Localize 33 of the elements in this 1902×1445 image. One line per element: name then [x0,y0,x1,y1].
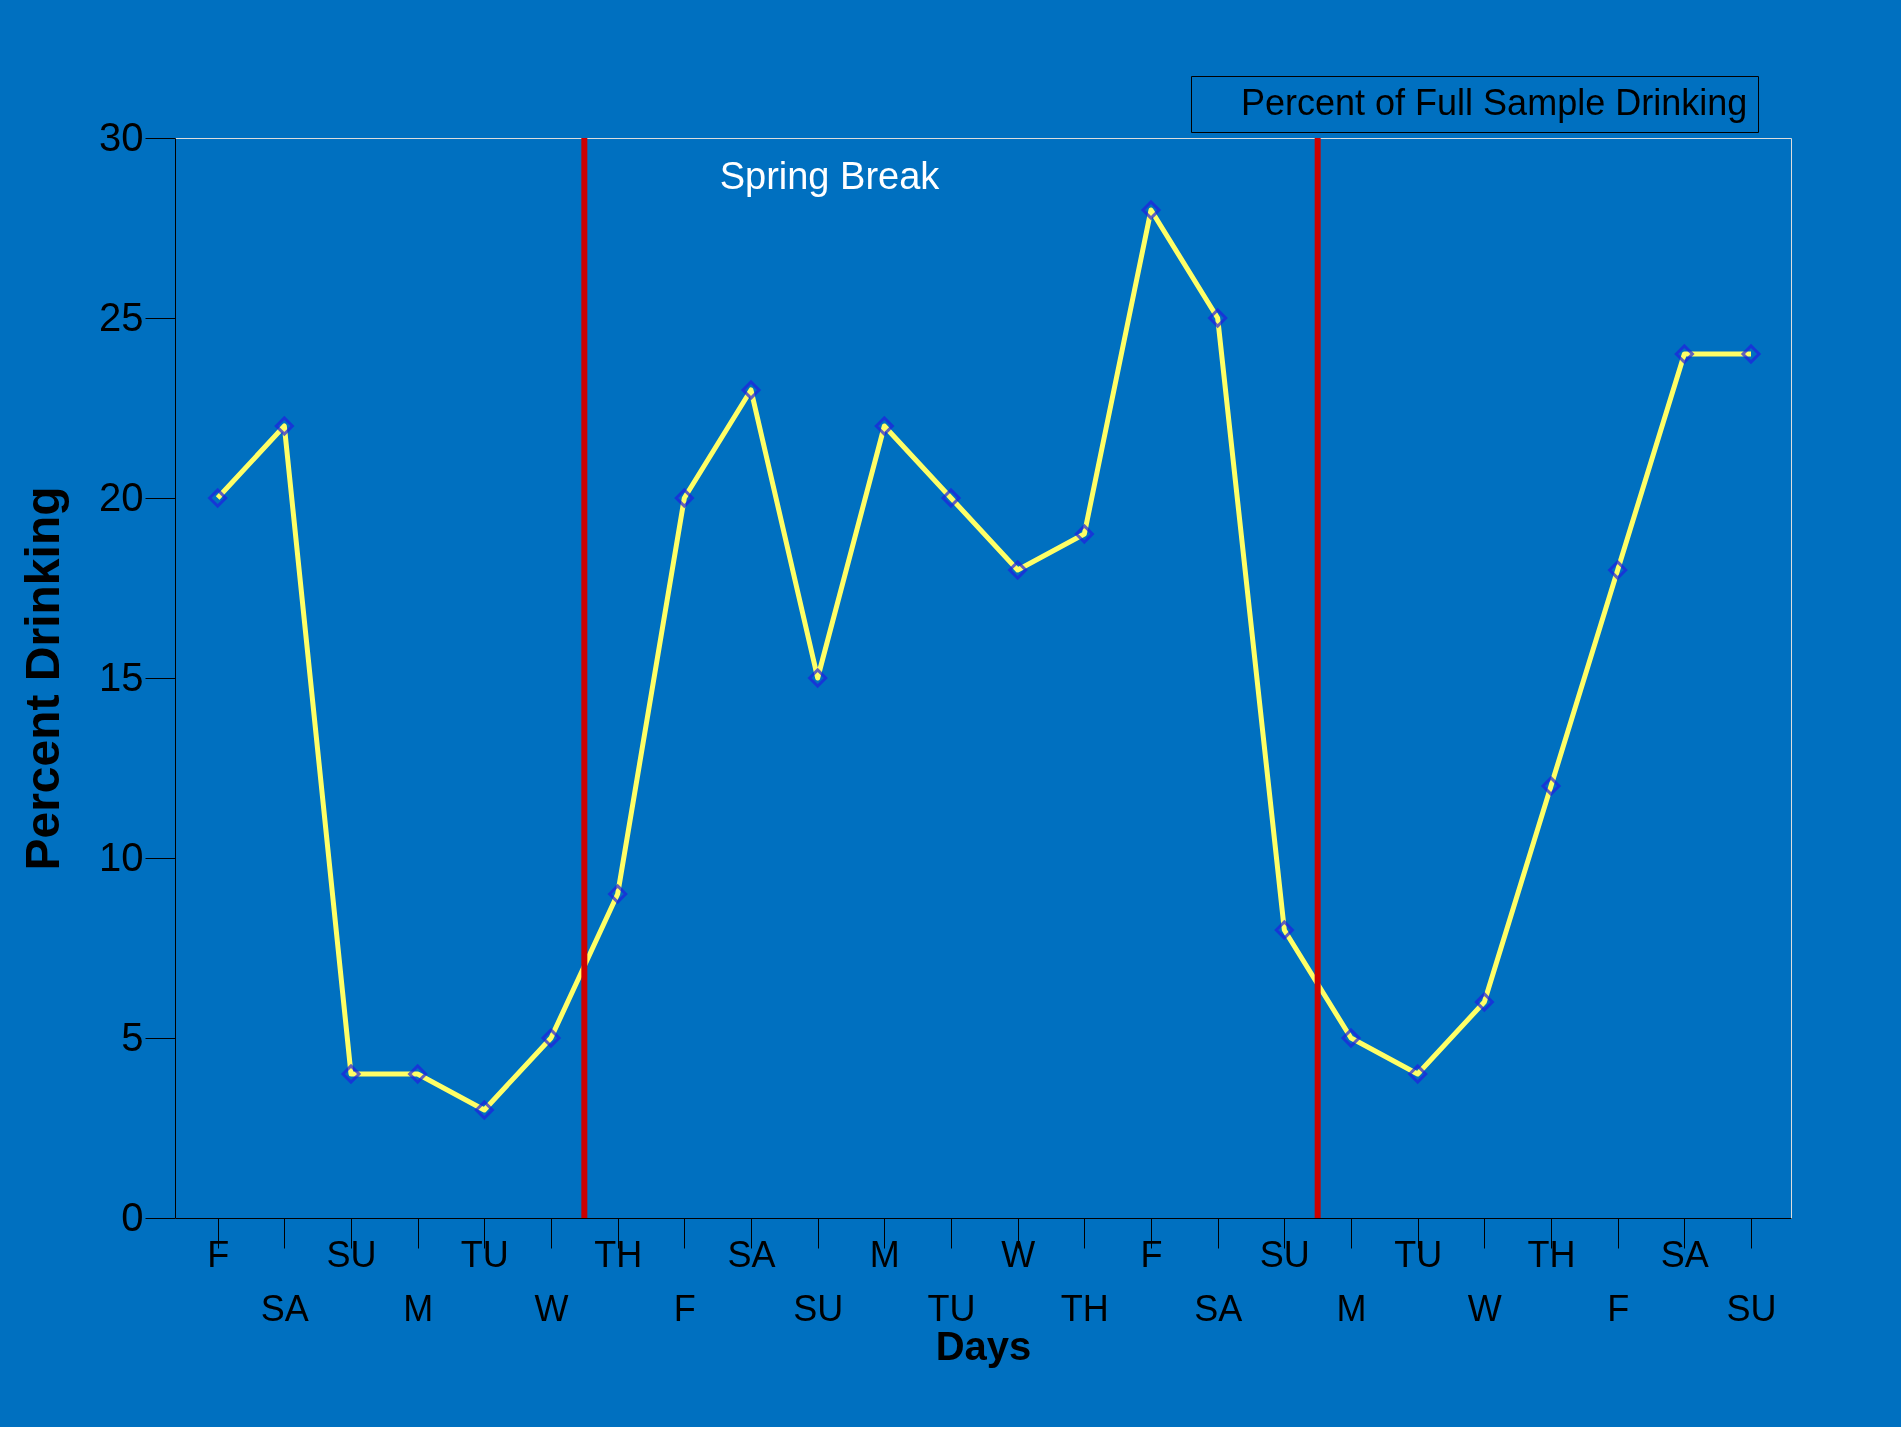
x-tick-label: F [673,1287,696,1329]
x-tick-label: SA [727,1233,776,1275]
x-tick-label: F [1140,1233,1163,1275]
x-tick-label: W [534,1287,569,1329]
x-tick-label: SA [1660,1233,1709,1275]
x-tick-label: W [1001,1233,1036,1275]
y-tick-label: 10 [99,834,144,879]
x-tick-label: F [1607,1287,1630,1329]
x-tick-label: TU [460,1233,509,1275]
y-axis-title: Percent Drinking [16,486,70,871]
x-tick-label: W [1467,1287,1502,1329]
x-tick-label: SU [1726,1287,1777,1329]
x-tick-label: TH [1527,1233,1576,1275]
x-tick-label: M [403,1287,434,1329]
x-tick-label: SU [793,1287,844,1329]
x-tick-label: SU [326,1233,377,1275]
y-tick-label: 20 [99,474,144,519]
text: Percent of Full Sample Drinking [1241,82,1748,123]
x-tick-label: SA [1194,1287,1243,1329]
y-tick-label: 15 [99,654,144,699]
x-tick-label: TU [1394,1233,1443,1275]
x-tick-label: SA [260,1287,309,1329]
y-tick-label: 30 [99,114,144,159]
y-tick-label: 5 [121,1014,144,1059]
x-tick-label: M [1336,1287,1367,1329]
x-tick-label: M [869,1233,900,1275]
y-tick-label: 25 [99,294,144,339]
annotation: Spring Break [719,155,941,197]
x-tick-label: F [207,1233,230,1275]
x-tick-label: TH [1060,1287,1109,1329]
x-tick-label: TH [594,1233,643,1275]
y-tick-label: 0 [121,1194,144,1239]
x-tick-label: SU [1259,1233,1310,1275]
